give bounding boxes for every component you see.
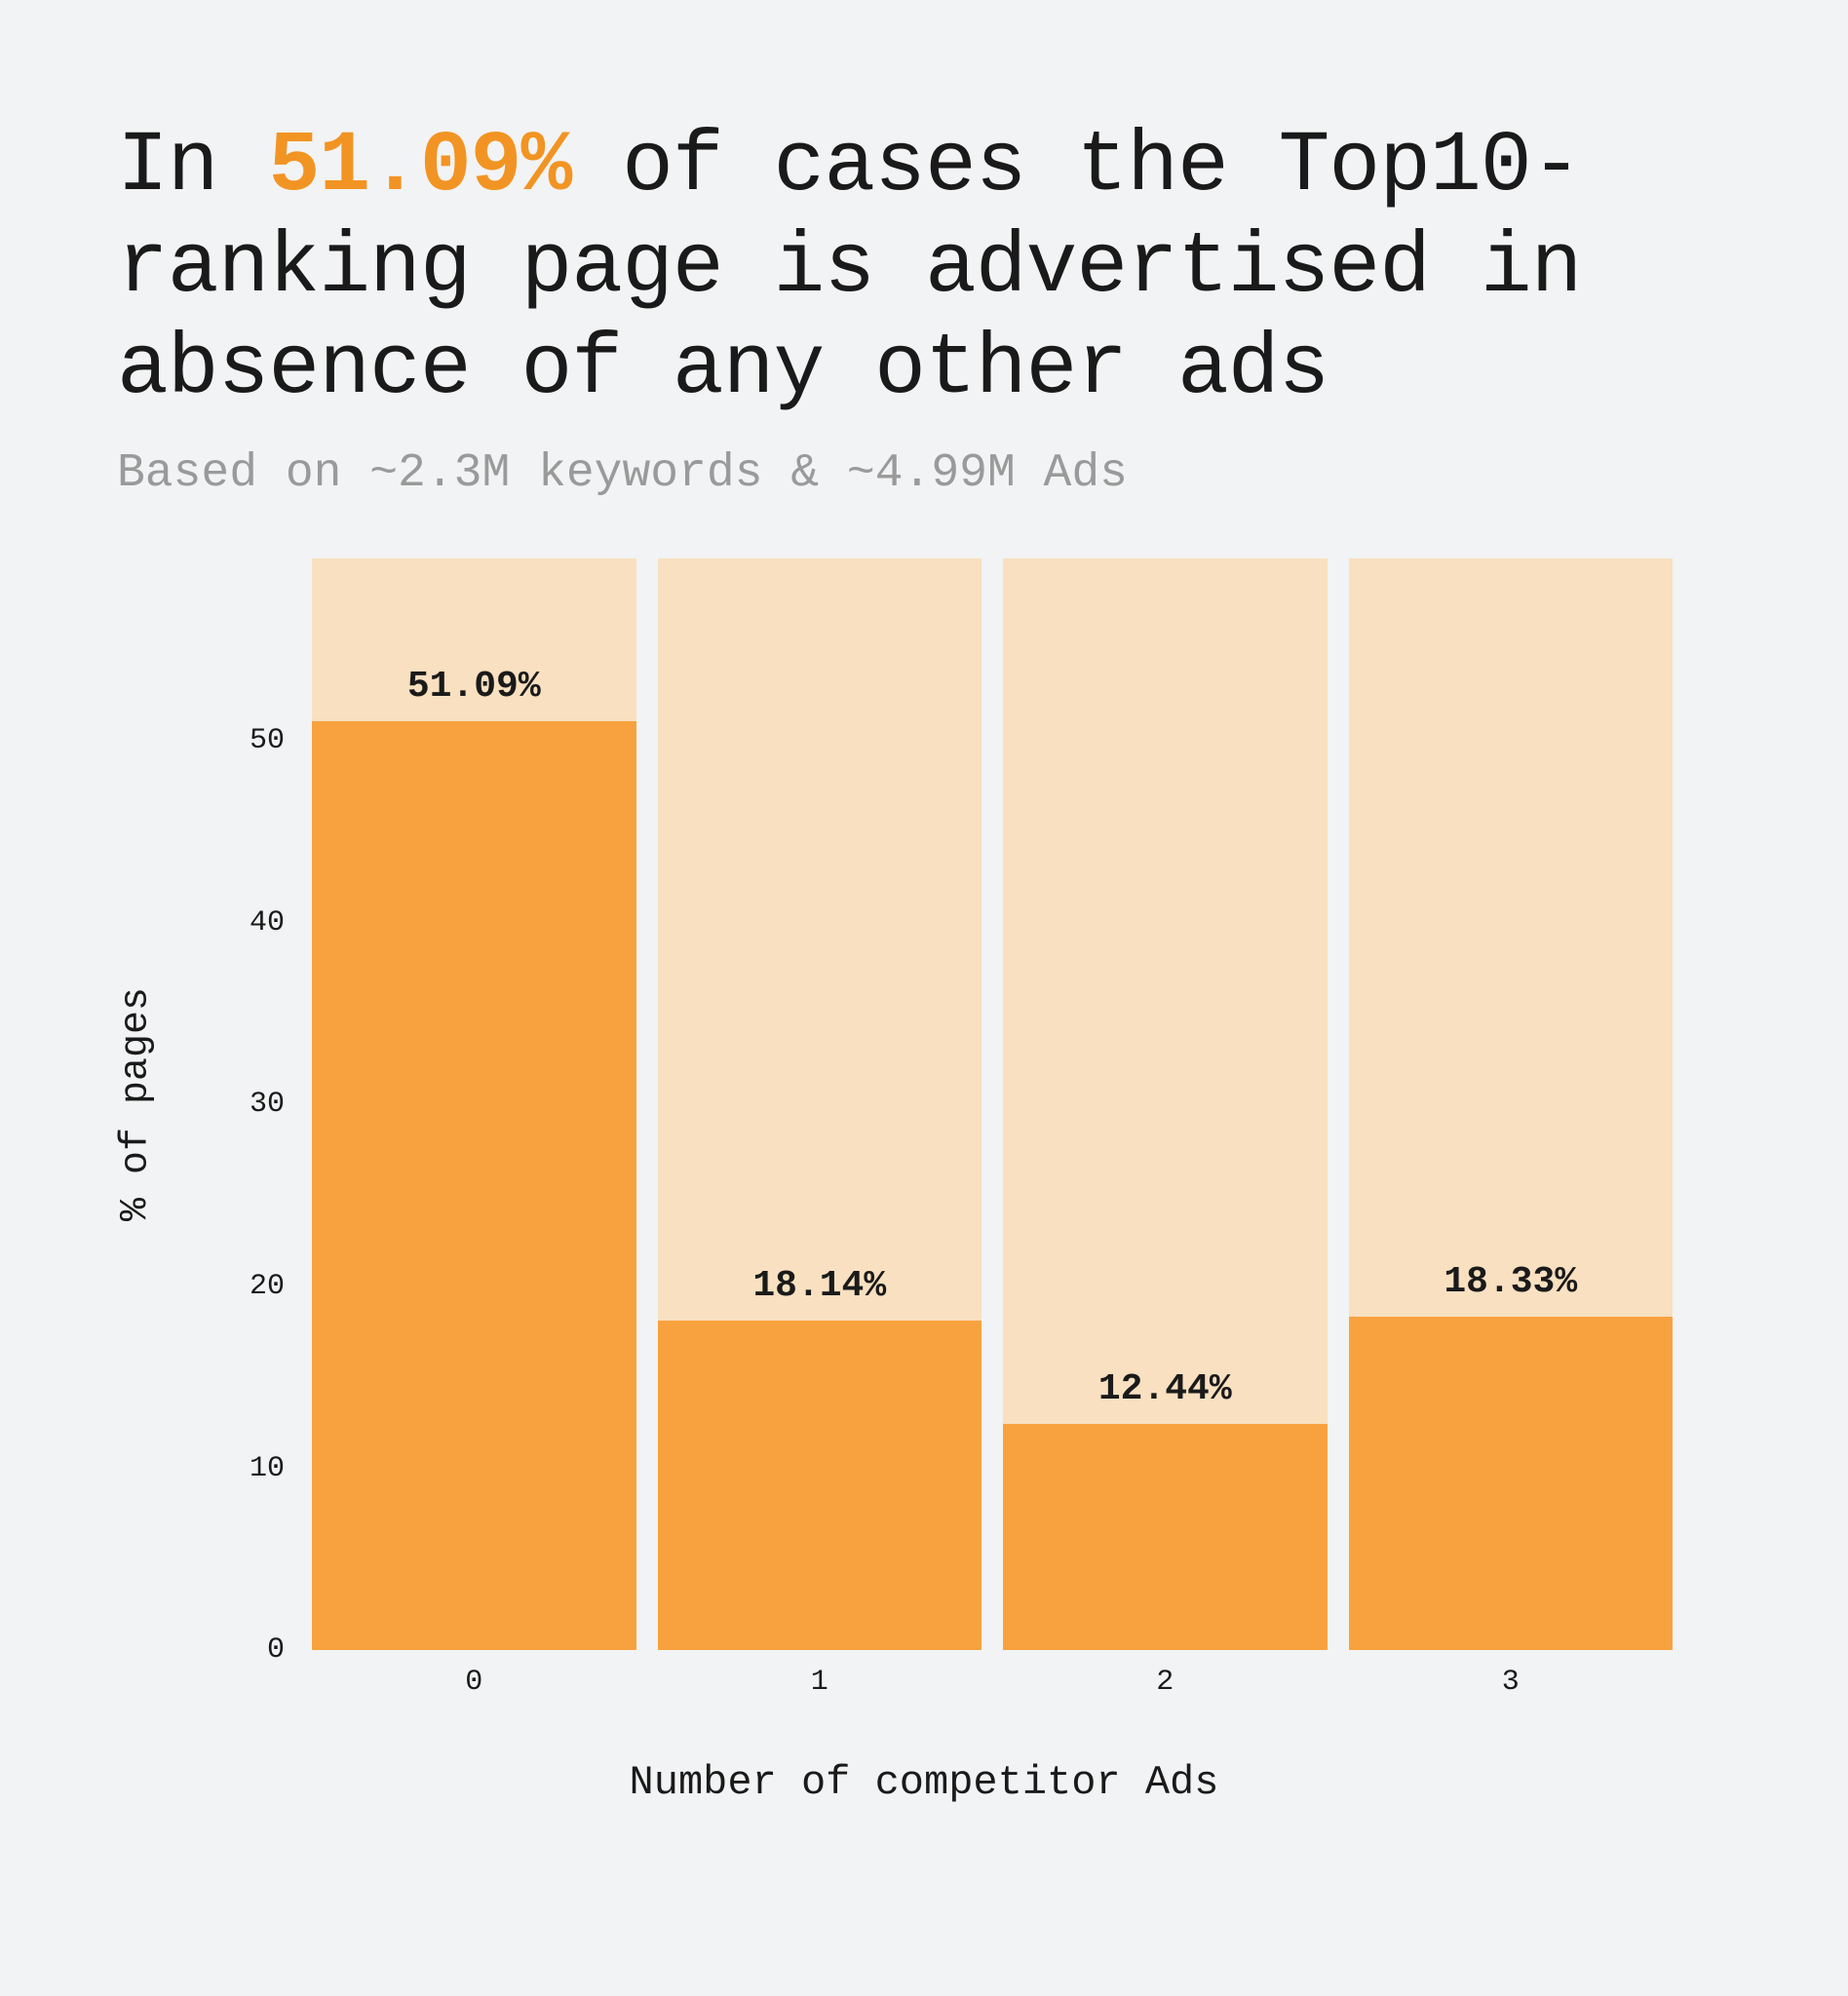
bars-group: 51.09%018.14%112.44%218.33%3 bbox=[312, 558, 1673, 1650]
y-tick: 0 bbox=[267, 1633, 285, 1667]
bar bbox=[1003, 1424, 1328, 1650]
x-tick: 1 bbox=[811, 1666, 828, 1699]
bar-value-label: 18.33% bbox=[1444, 1261, 1577, 1303]
bar-slot: 51.09%0 bbox=[312, 558, 636, 1650]
bar-slot: 12.44%2 bbox=[1003, 558, 1328, 1650]
x-tick: 2 bbox=[1156, 1666, 1174, 1699]
bar-value-label: 18.14% bbox=[752, 1265, 886, 1307]
x-tick: 0 bbox=[465, 1666, 482, 1699]
title-prefix: In bbox=[117, 119, 268, 215]
bar-slot: 18.14%1 bbox=[658, 558, 982, 1650]
bar bbox=[1349, 1317, 1674, 1650]
y-tick: 50 bbox=[250, 724, 285, 757]
bar-slot: 18.33%3 bbox=[1349, 558, 1674, 1650]
bar-value-label: 51.09% bbox=[407, 666, 541, 708]
y-axis-label: % of pages bbox=[115, 987, 159, 1221]
bar bbox=[658, 1321, 982, 1651]
y-tick: 10 bbox=[250, 1452, 285, 1485]
chart-title: In 51.09% of cases the Top10-ranking pag… bbox=[117, 117, 1731, 420]
y-tick: 40 bbox=[250, 906, 285, 940]
chart-subtitle: Based on ~2.3M keywords & ~4.99M Ads bbox=[117, 447, 1731, 500]
title-highlight: 51.09% bbox=[268, 119, 571, 215]
plot-area: 51.09%018.14%112.44%218.33%3 bbox=[312, 558, 1673, 1650]
y-axis: % of pages 01020304050 bbox=[117, 558, 312, 1650]
chart-container: % of pages 01020304050 51.09%018.14%112.… bbox=[117, 558, 1731, 1845]
x-axis-label: Number of competitor Ads bbox=[117, 1759, 1731, 1806]
y-tick: 20 bbox=[250, 1270, 285, 1303]
y-tick: 30 bbox=[250, 1088, 285, 1121]
bar-value-label: 12.44% bbox=[1098, 1368, 1232, 1410]
bar bbox=[312, 721, 636, 1651]
x-tick: 3 bbox=[1502, 1666, 1520, 1699]
